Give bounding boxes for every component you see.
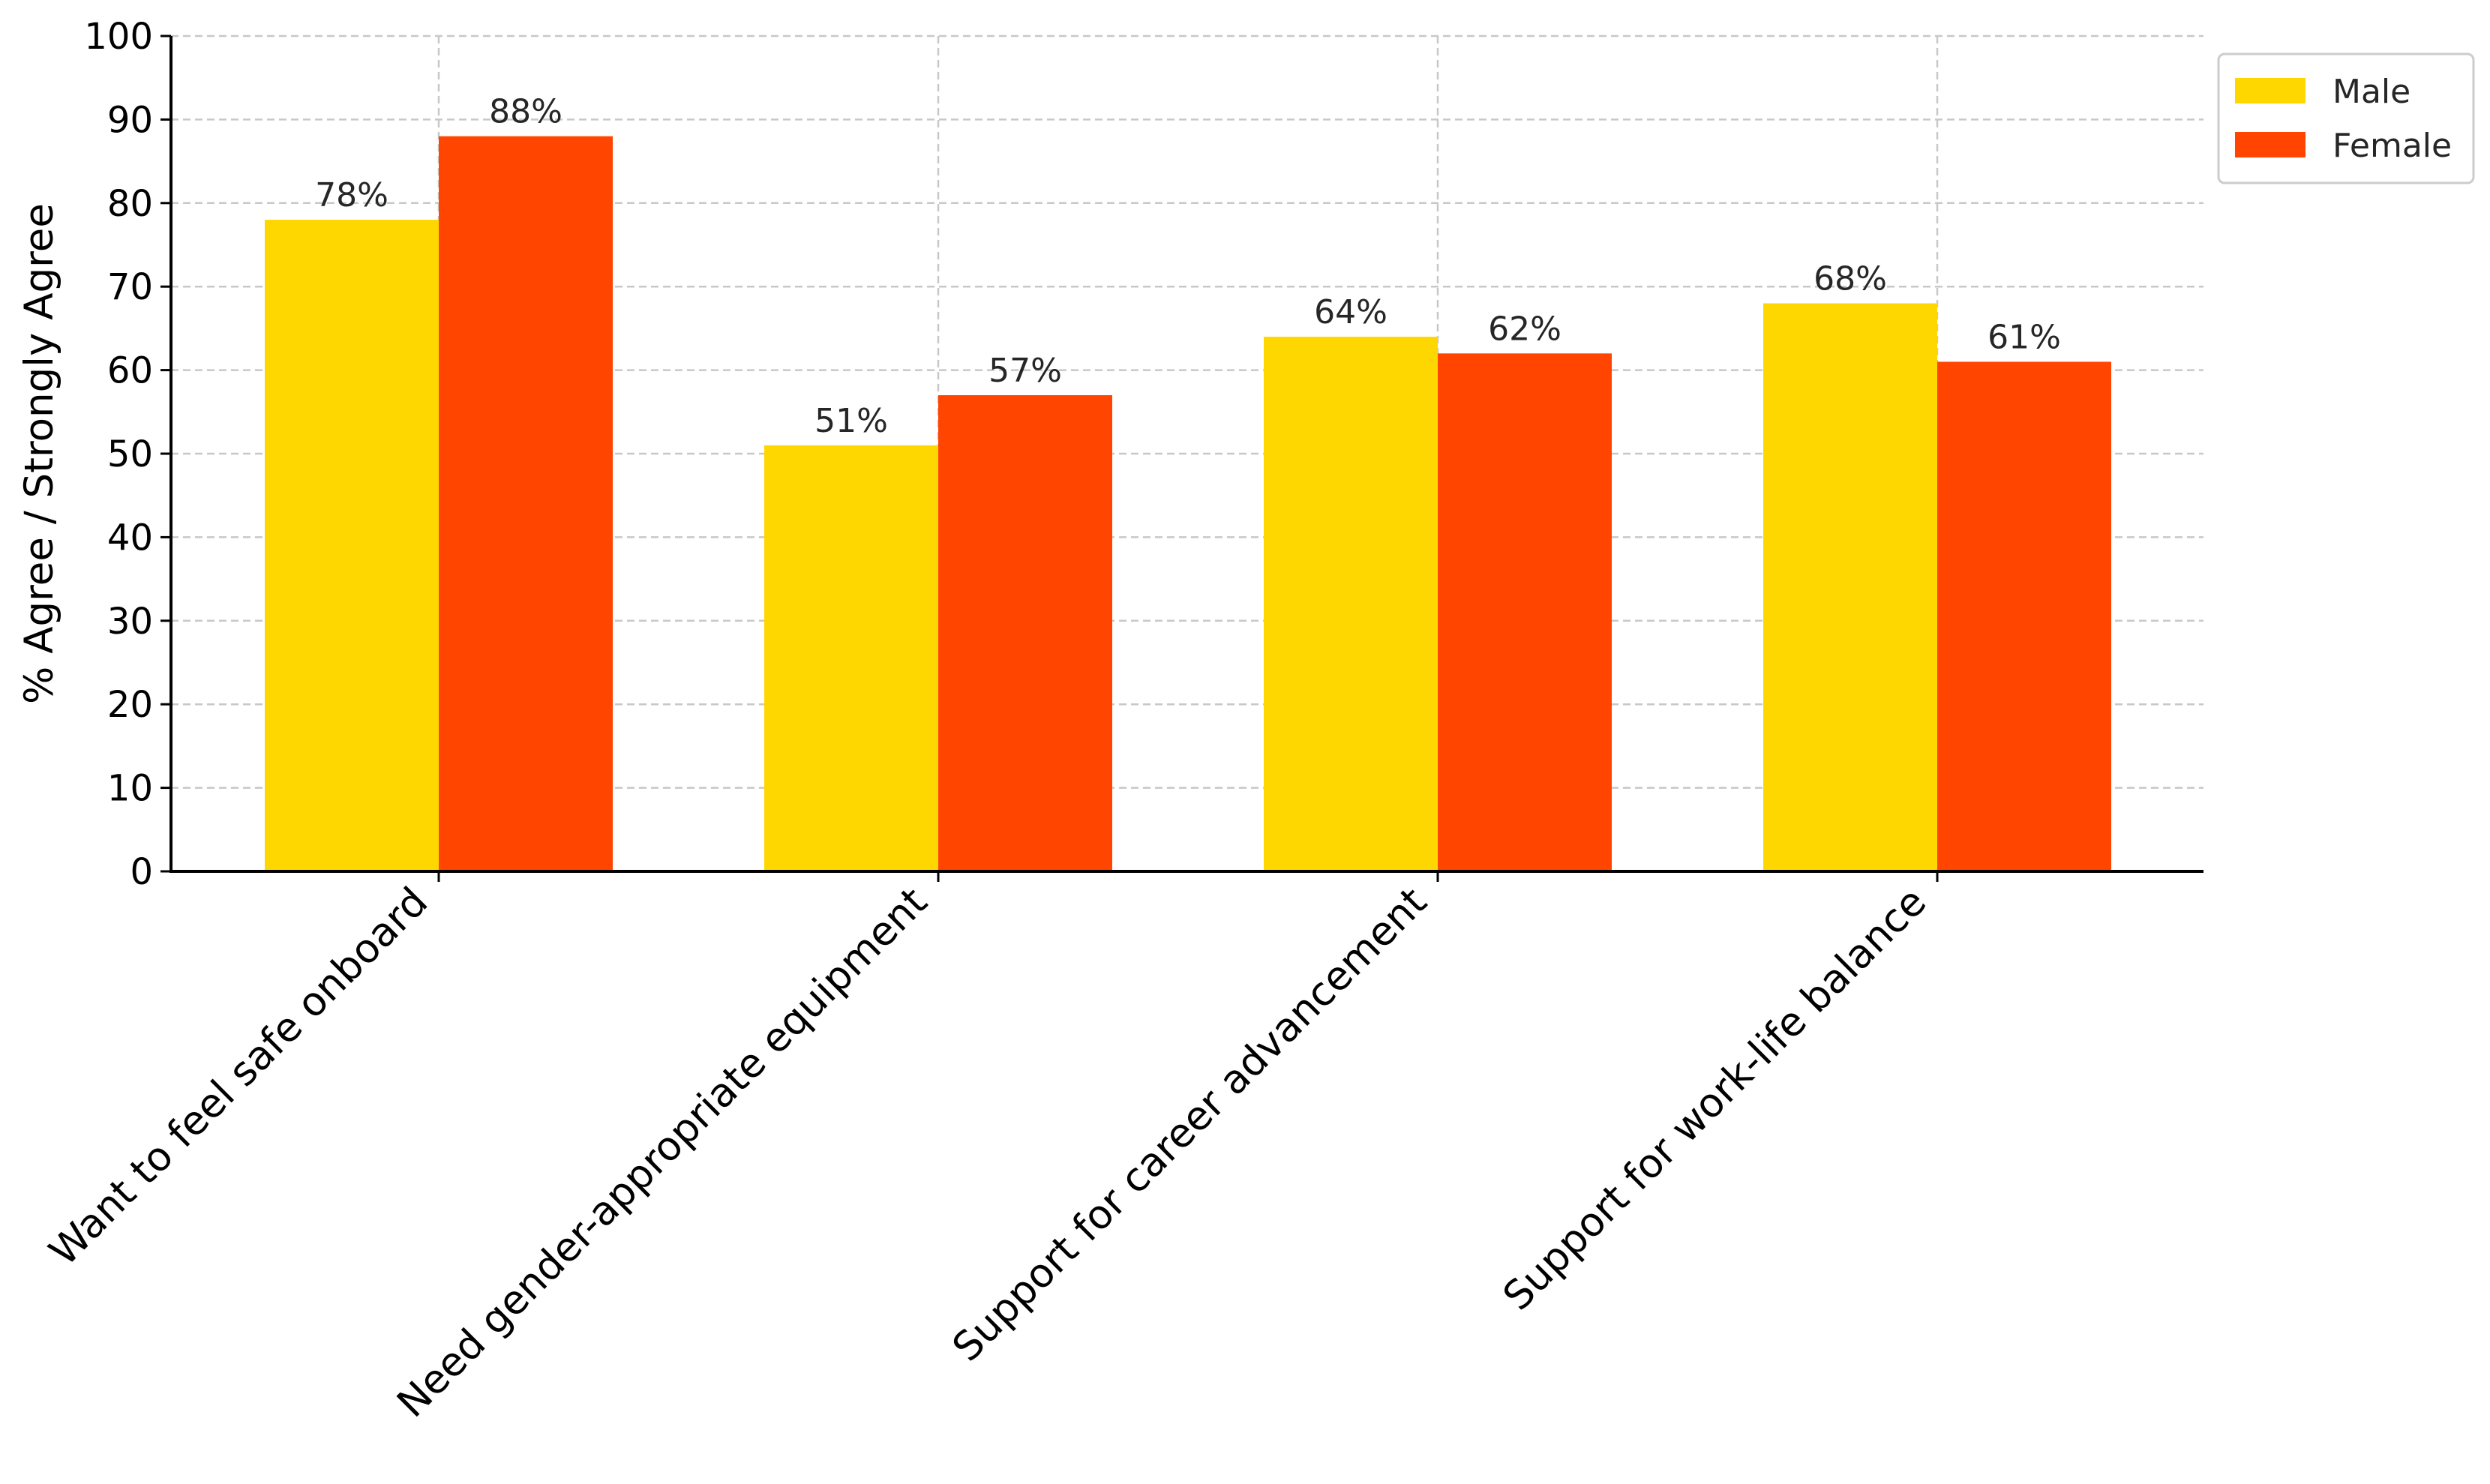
bars [265,136,2111,872]
legend-swatch-female [2235,132,2306,157]
y-tick-label: 80 [107,183,153,225]
value-label-male-1: 78% [315,176,388,214]
legend: Male Female [2217,52,2475,184]
bar-male-3 [1264,337,1438,871]
y-tick-label: 100 [84,16,153,58]
bar-male-2 [764,445,938,871]
bar-female-4 [1937,361,2111,872]
value-label-female-1: 88% [489,93,562,131]
y-tick-label: 30 [107,601,153,643]
value-label-female-2: 57% [988,352,1062,390]
y-tick-label: 10 [107,768,153,810]
x-tick-label: Want to feel safe onboard [40,879,436,1275]
axes [160,34,2204,882]
y-tick-label: 70 [107,266,153,308]
x-tick-label: Support for career advancement [944,879,1436,1371]
y-tick-label: 0 [130,851,153,893]
x-tick-label: Need gender-appropriate equipment [388,879,936,1426]
bar-female-1 [439,136,613,871]
x-tick-label: Support for work-life balance [1495,879,1935,1319]
y-tick-label: 40 [107,517,153,559]
legend-label-male: Male [2332,73,2410,111]
value-label-male-4: 68% [1814,259,1887,298]
legend-label-female: Female [2332,127,2452,165]
y-tick-label: 60 [107,350,153,392]
bar-female-2 [938,395,1112,871]
value-label-male-3: 64% [1314,293,1388,331]
bar-female-3 [1438,353,1612,871]
legend-swatch-male [2235,78,2306,103]
y-tick-label: 20 [107,684,153,726]
y-tick-label: 90 [107,99,153,141]
y-tick-label: 50 [107,433,153,475]
value-label-male-2: 51% [814,402,888,440]
y-axis-title: % Agree / Strongly Agree [16,203,62,704]
bar-male-1 [265,220,439,872]
value-label-female-3: 62% [1488,310,1562,348]
value-label-female-4: 61% [1988,318,2061,356]
bar-male-4 [1763,303,1937,872]
